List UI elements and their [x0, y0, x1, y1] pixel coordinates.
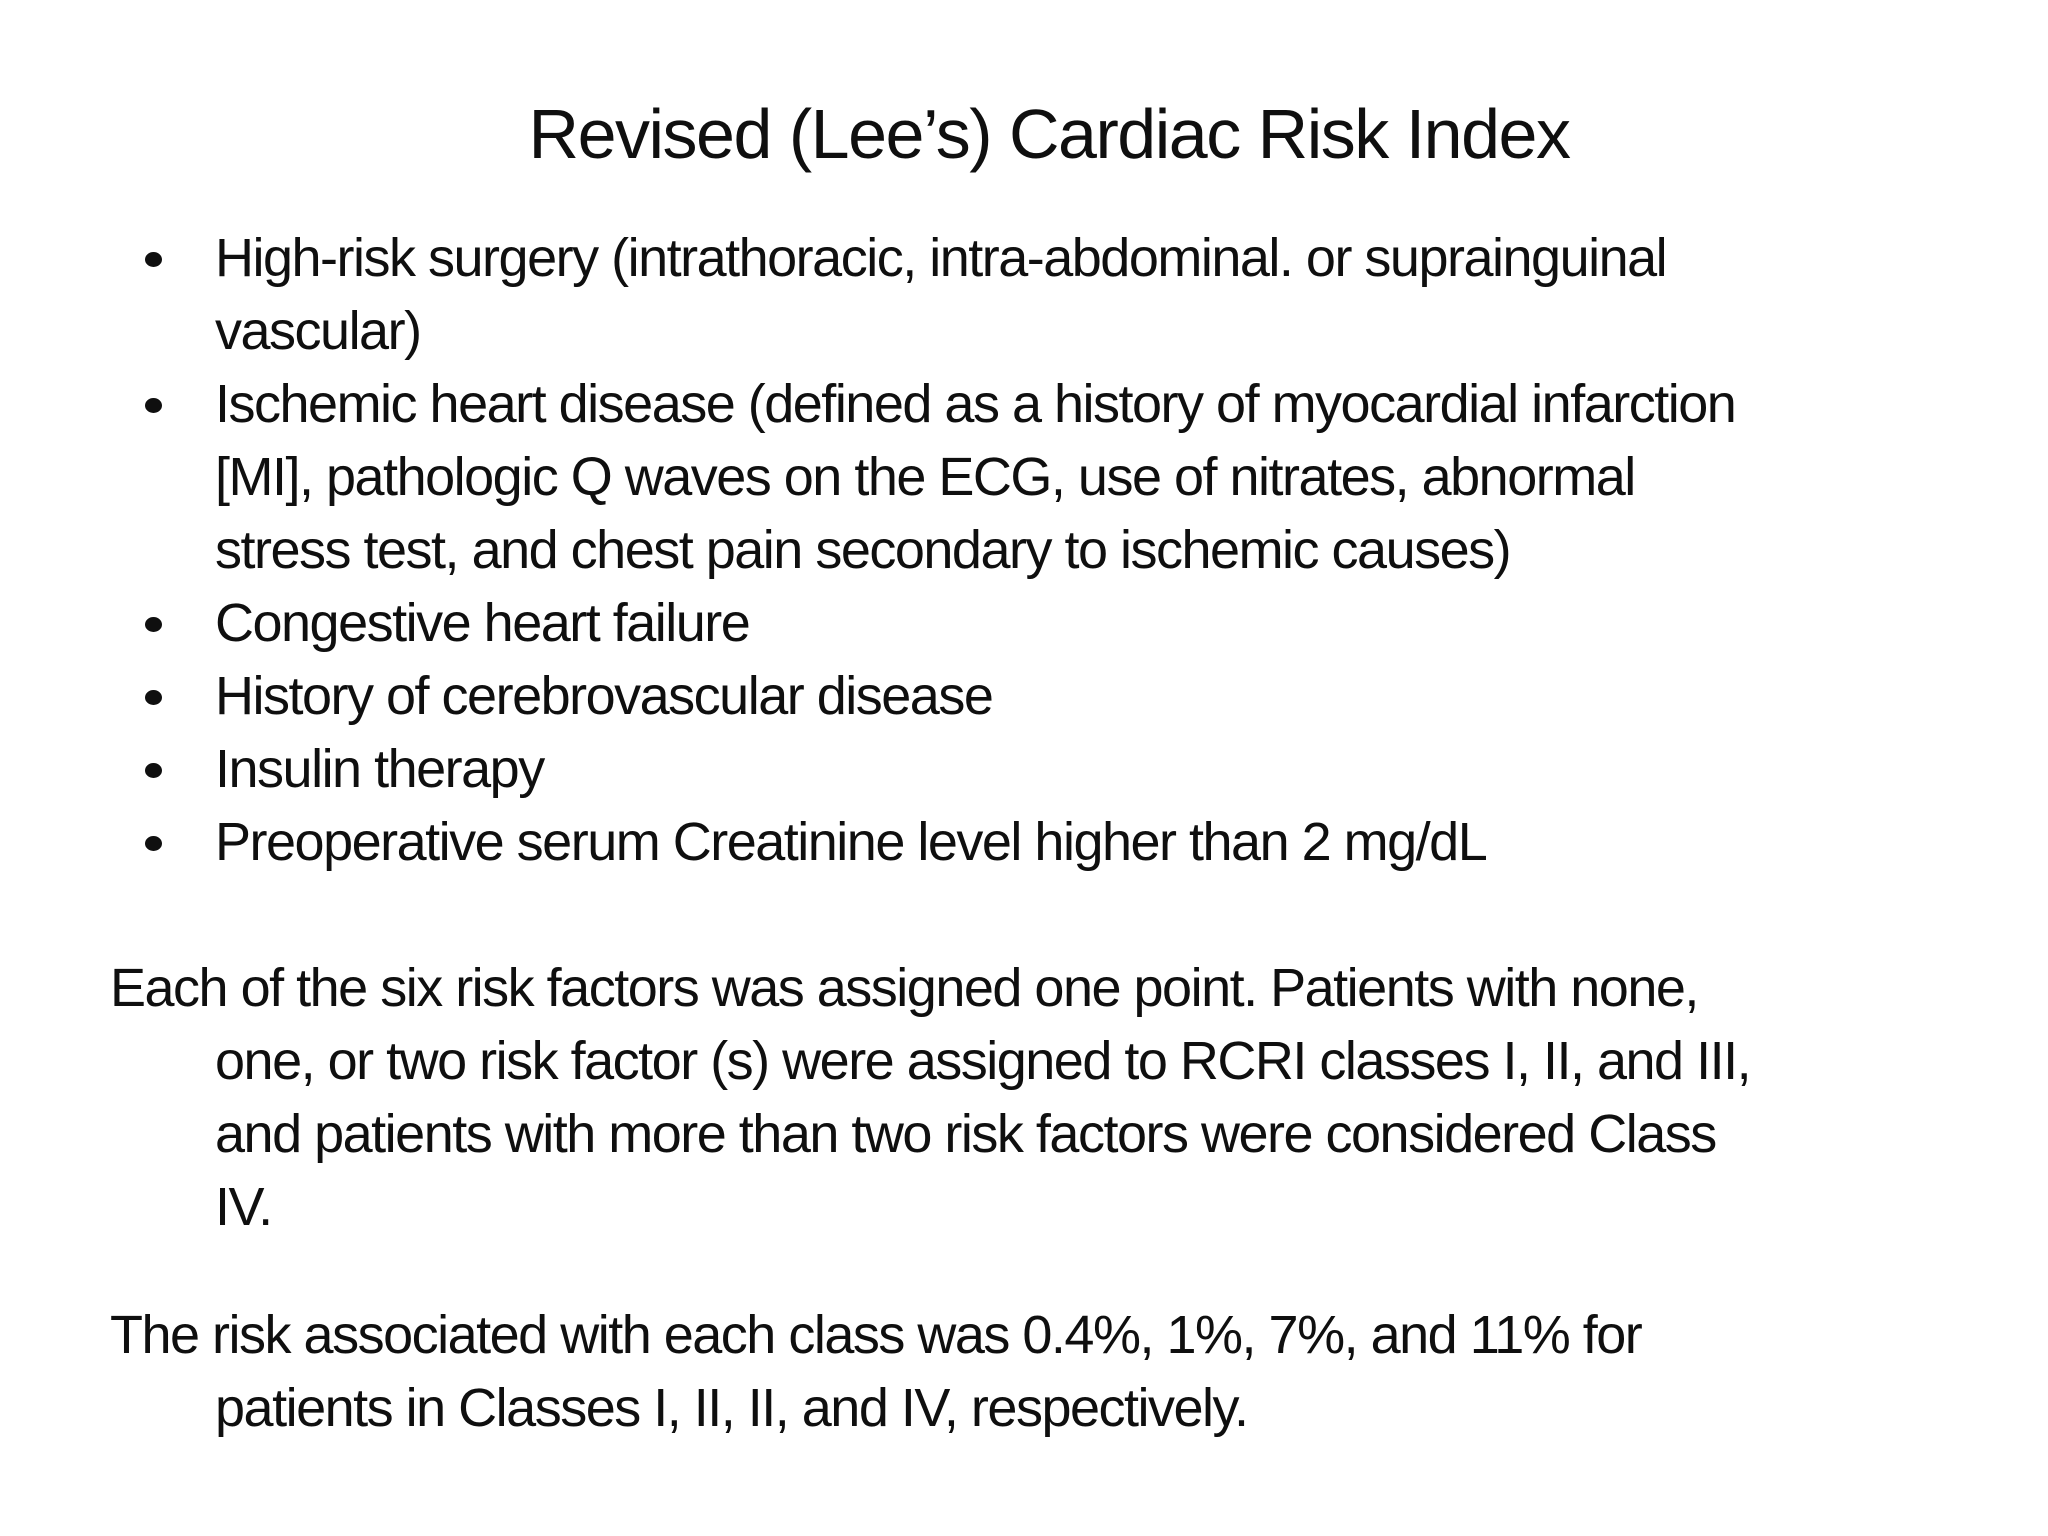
paragraph-line: one, or two risk factor (s) were assigne…	[215, 1031, 1752, 1091]
bullet-icon	[145, 617, 162, 632]
bullet-gutter	[110, 660, 215, 733]
bullet-gutter	[110, 368, 215, 441]
bullet-list: High-risk surgery (intrathoracic, intra-…	[110, 222, 1988, 879]
bullet-icon	[145, 252, 162, 267]
bullet-text: Ischemic heart disease (defined as a his…	[215, 374, 1737, 434]
paragraph-line: IV.	[215, 1177, 273, 1237]
paragraph-line: patients in Classes I, II, II, and IV, r…	[215, 1378, 1249, 1438]
bullet-text: High-risk surgery (intrathoracic, intra-…	[215, 228, 1668, 288]
bullet-gutter	[110, 733, 215, 806]
bullet-text: stress test, and chest pain secondary to…	[215, 520, 1512, 580]
bullet-icon	[145, 398, 162, 413]
bullet-item-continuation: [MI], pathologic Q waves on the ECG, use…	[110, 441, 1988, 514]
paragraph-line: The risk associated with each class was …	[110, 1305, 1643, 1365]
bullet-text: vascular)	[215, 301, 422, 361]
bullet-item: Preoperative serum Creatinine level high…	[110, 806, 1988, 879]
paragraph-risk: The risk associated with each class was …	[110, 1299, 1988, 1445]
bullet-gutter	[110, 514, 215, 587]
bullet-gutter	[110, 441, 215, 514]
bullet-text: Congestive heart failure	[215, 593, 751, 653]
bullet-item: Congestive heart failure	[110, 587, 1988, 660]
bullet-icon	[145, 690, 162, 705]
paragraph-line: and patients with more than two risk fac…	[215, 1104, 1717, 1164]
bullet-gutter	[110, 222, 215, 295]
bullet-gutter	[110, 587, 215, 660]
bullet-item: Ischemic heart disease (defined as a his…	[110, 368, 1988, 441]
bullet-item: History of cerebrovascular disease	[110, 660, 1988, 733]
bullet-item: High-risk surgery (intrathoracic, intra-…	[110, 222, 1988, 295]
bullet-text: Preoperative serum Creatinine level high…	[215, 812, 1488, 872]
bullet-gutter	[110, 806, 215, 879]
bullet-text: [MI], pathologic Q waves on the ECG, use…	[215, 447, 1636, 507]
bullet-text: Insulin therapy	[215, 739, 545, 799]
bullet-icon	[145, 763, 162, 778]
paragraph-scoring: Each of the six risk factors was assigne…	[110, 952, 1988, 1244]
paragraph-line: Each of the six risk factors was assigne…	[110, 958, 1699, 1018]
slide-title: Revised (Lee’s) Cardiac Risk Index	[528, 95, 1571, 173]
bullet-item: Insulin therapy	[110, 733, 1988, 806]
bullet-item-continuation: stress test, and chest pain secondary to…	[110, 514, 1988, 587]
bullet-item-continuation: vascular)	[110, 295, 1988, 368]
bullet-gutter	[110, 295, 215, 368]
bullet-text: History of cerebrovascular disease	[215, 666, 994, 726]
bullet-icon	[145, 836, 162, 851]
